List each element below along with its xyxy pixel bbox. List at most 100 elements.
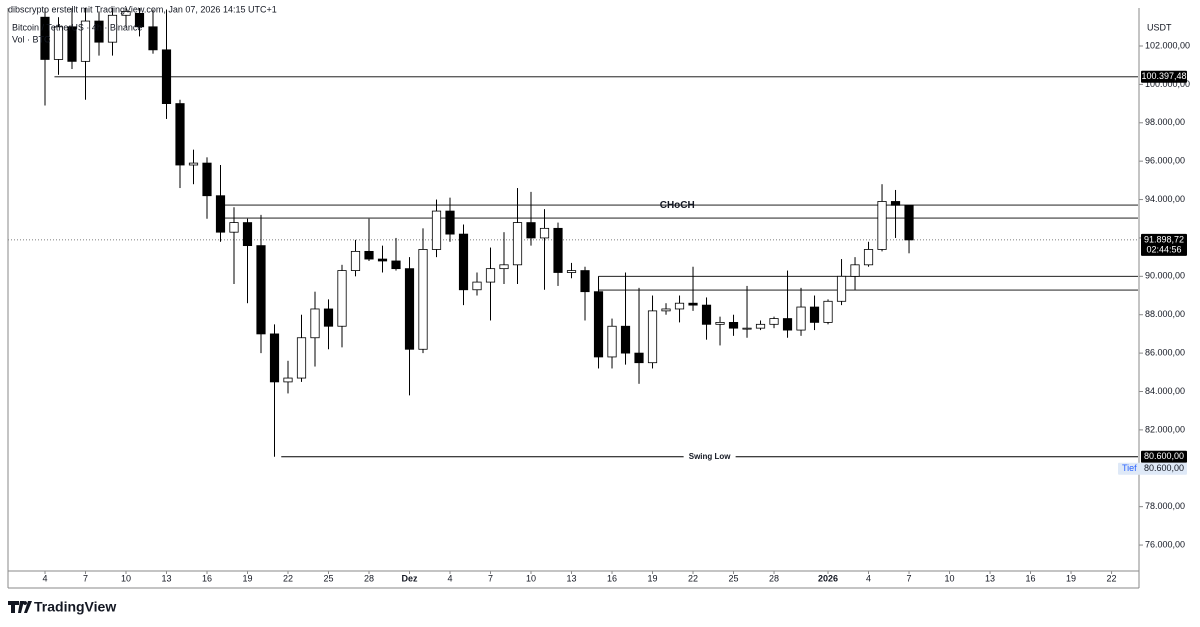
candle-body: [134, 12, 145, 28]
x-tick-label: 28: [364, 573, 374, 583]
brand: TradingView: [34, 599, 116, 615]
x-tick-label: 19: [1066, 573, 1076, 583]
level-tag-label: 100.397,48: [1141, 71, 1186, 81]
candle-body: [850, 264, 860, 277]
x-tick-label: 28: [769, 573, 779, 583]
candle-body: [485, 268, 496, 283]
candle-body: [539, 227, 550, 239]
axes: 76.000,0078.000,0080.000,0082.000,0084.0…: [42, 40, 1190, 583]
x-tick-label: 7: [907, 573, 912, 583]
candle-body: [904, 204, 914, 241]
y-tick-label: 82.000,00: [1145, 424, 1185, 434]
x-tick-label: 4: [866, 573, 871, 583]
candle-body: [107, 14, 118, 43]
level-tag: [1141, 70, 1187, 83]
y-tick-label: 84.000,00: [1145, 386, 1185, 396]
candle-body: [404, 268, 415, 350]
candle-body: [458, 233, 469, 291]
candle-body: [526, 222, 536, 239]
candle-body: [418, 249, 428, 350]
candle-body: [661, 308, 671, 312]
candle-body: [809, 306, 820, 323]
candle-body: [202, 162, 212, 197]
chart-title: Bitcoin / TetherUS · 4h · Binance: [12, 22, 142, 32]
last-price-label: 91.898,72: [1144, 234, 1184, 244]
candle-body: [67, 26, 77, 62]
candle-body: [229, 222, 239, 233]
level-label: Swing Low: [689, 452, 732, 461]
y-tick-label: 100.000,00: [1145, 79, 1190, 89]
y-tick-label: 76.000,00: [1145, 539, 1185, 549]
candle-body: [364, 250, 374, 260]
y-tick-label: 102.000,00: [1145, 40, 1190, 50]
x-tick-label: 13: [985, 573, 995, 583]
candle-body: [647, 310, 658, 364]
candle-body: [566, 270, 577, 273]
candle-body: [512, 222, 523, 266]
candle-body: [269, 333, 280, 383]
x-tick-label: 16: [607, 573, 617, 583]
candle-body: [310, 308, 320, 339]
candle-body: [499, 264, 509, 270]
candle-body: [53, 26, 64, 60]
candle-body: [188, 162, 199, 166]
x-tick-label: 19: [242, 573, 252, 583]
candle-body: [580, 270, 590, 293]
low-marker-name: Tief: [1122, 463, 1137, 473]
candle-body: [634, 352, 644, 364]
x-tick-label: 22: [688, 573, 698, 583]
candle-body: [121, 11, 131, 16]
x-tick-label: 2026: [818, 573, 838, 583]
candle-body: [40, 16, 50, 60]
candle-body: [431, 210, 442, 250]
x-tick-label: 4: [42, 573, 47, 583]
x-tick-label: 16: [1026, 573, 1036, 583]
plot-area: CHoCH Swing Low: [8, 8, 1138, 463]
y-tick-label: 98.000,00: [1145, 117, 1185, 127]
x-tick-label: 19: [648, 573, 658, 583]
candle-body: [323, 308, 334, 327]
candle-body: [296, 337, 307, 379]
zone-label: CHoCH: [660, 200, 695, 211]
candle-body: [472, 281, 482, 291]
x-tick-label: Dez: [401, 573, 418, 583]
candle-body: [161, 49, 172, 104]
candle-body: [80, 20, 91, 62]
candle-body: [553, 227, 563, 273]
candle-body: [863, 249, 874, 266]
candle-body: [337, 270, 347, 327]
brand-logo: [8, 601, 32, 613]
x-tick-label: 10: [121, 573, 131, 583]
candle-body: [769, 318, 779, 325]
candle-body: [377, 258, 388, 262]
candle-body: [242, 222, 253, 247]
x-tick-label: 4: [448, 573, 453, 583]
level-tag: [1141, 450, 1187, 463]
y-tick-label: 88.000,00: [1145, 309, 1185, 319]
candle-body: [782, 318, 793, 331]
x-tick-label: 13: [161, 573, 171, 583]
candle-body: [391, 260, 401, 270]
y-tick-label: 96.000,00: [1145, 156, 1185, 166]
candle-body: [890, 201, 901, 206]
level-tag-label: 80.600,00: [1144, 451, 1184, 461]
x-tick-label: 10: [945, 573, 955, 583]
last-price-tag: [1141, 233, 1187, 256]
candle-body: [350, 250, 361, 271]
x-tick-label: 22: [283, 573, 293, 583]
candle-body: [674, 302, 685, 310]
candle-body: [755, 323, 766, 329]
candle-body: [823, 300, 833, 323]
x-tick-label: 7: [83, 573, 88, 583]
candle-body: [728, 321, 739, 329]
candle-body: [94, 20, 104, 43]
credit: dibscrypto erstellt mit TradingView.com,…: [8, 4, 277, 14]
candle-body: [593, 291, 604, 358]
candle-body: [796, 306, 806, 331]
candle-body: [620, 325, 631, 354]
x-tick-label: 16: [202, 573, 212, 583]
x-tick-label: 22: [1107, 573, 1117, 583]
candle-body: [256, 245, 266, 335]
y-tick-label: 78.000,00: [1145, 501, 1185, 511]
